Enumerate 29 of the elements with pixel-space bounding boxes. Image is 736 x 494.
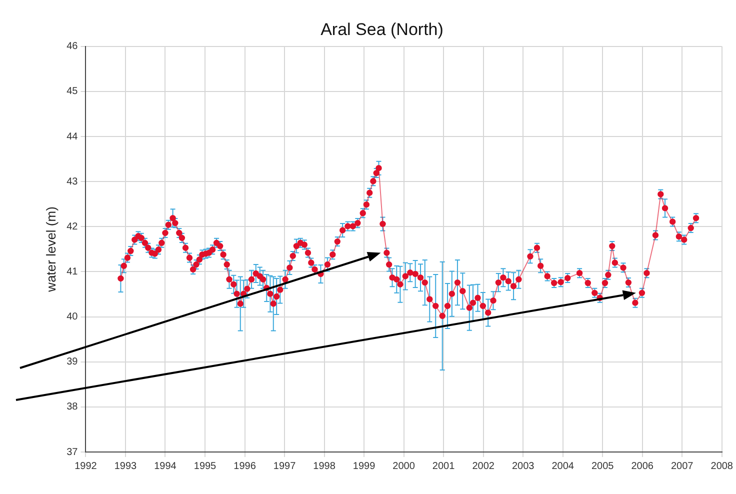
y-tick-label: 44 bbox=[66, 131, 78, 142]
y-tick-label: 38 bbox=[66, 402, 78, 413]
x-tick-label: 1994 bbox=[154, 460, 177, 472]
x-tick-label: 2007 bbox=[670, 460, 694, 472]
x-tick-label: 1998 bbox=[313, 460, 336, 472]
x-tick-label: 1996 bbox=[234, 460, 256, 472]
x-tick-label: 2002 bbox=[472, 460, 495, 472]
y-tick-label: 39 bbox=[66, 356, 78, 368]
x-tick-label: 1992 bbox=[74, 460, 98, 472]
chart-title: Aral Sea (North) bbox=[320, 20, 444, 39]
y-tick-label: 42 bbox=[66, 221, 78, 232]
x-tick-label: 2005 bbox=[591, 460, 614, 472]
x-tick-label: 1999 bbox=[352, 460, 376, 472]
y-tick-label: 37 bbox=[66, 446, 78, 458]
x-tick-label: 2000 bbox=[392, 460, 416, 472]
x-tick-label: 2008 bbox=[710, 460, 734, 472]
x-tick-label: 2003 bbox=[512, 460, 535, 472]
y-tick-label: 45 bbox=[66, 86, 78, 98]
x-tick-label: 2004 bbox=[552, 460, 574, 472]
y-tick-label: 46 bbox=[66, 41, 78, 52]
x-tick-label: 2001 bbox=[432, 460, 456, 472]
y-tick-label: 43 bbox=[66, 176, 78, 188]
y-tick-label: 40 bbox=[66, 312, 78, 323]
x-tick-label: 2006 bbox=[631, 460, 654, 472]
x-tick-label: 1995 bbox=[194, 460, 217, 472]
y-tick-label: 41 bbox=[66, 266, 78, 278]
x-tick-label: 1997 bbox=[273, 460, 296, 472]
x-tick-label: 1993 bbox=[114, 460, 138, 472]
y-axis-title: water level (m) bbox=[43, 206, 58, 293]
